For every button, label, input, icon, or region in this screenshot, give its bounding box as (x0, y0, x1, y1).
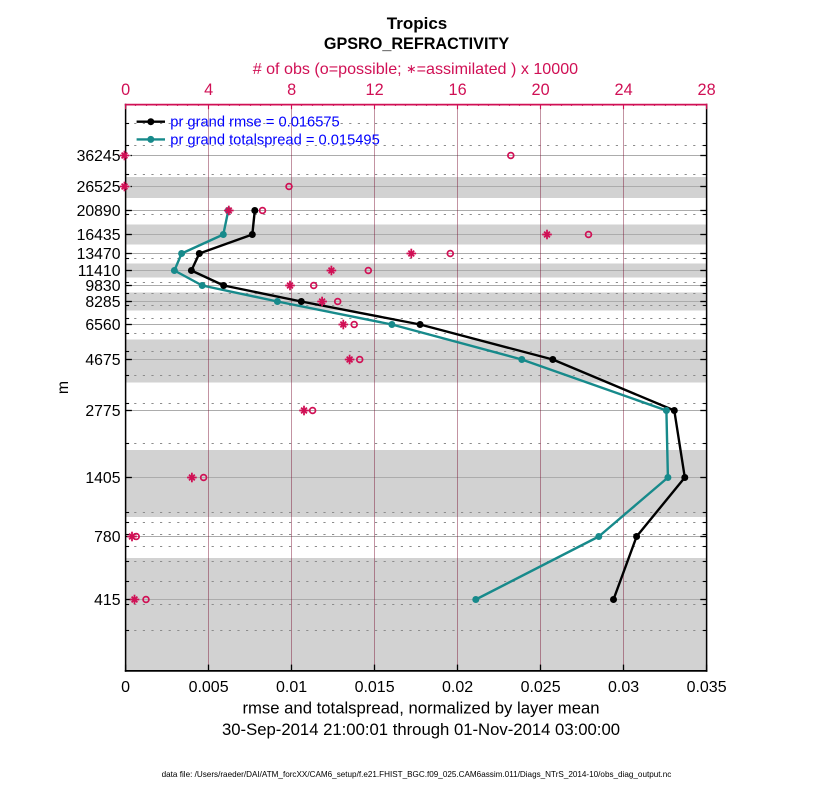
svg-text:36245: 36245 (77, 148, 121, 165)
svg-text:# of obs (o=possible; ∗=assimi: # of obs (o=possible; ∗=assimilated ) x … (253, 60, 578, 78)
svg-text:0.01: 0.01 (276, 679, 307, 696)
svg-text:0.015: 0.015 (355, 679, 395, 696)
svg-text:0.035: 0.035 (687, 679, 727, 696)
svg-text:16: 16 (449, 81, 467, 99)
svg-text:GPSRO_REFRACTIVITY: GPSRO_REFRACTIVITY (324, 35, 509, 53)
svg-text:pr grand totalspread = 0.01549: pr grand totalspread = 0.015495 (170, 132, 379, 148)
svg-text:9830: 9830 (85, 278, 120, 295)
svg-text:0.025: 0.025 (521, 679, 561, 696)
svg-text:0.02: 0.02 (442, 679, 473, 696)
svg-text:26525: 26525 (77, 179, 121, 196)
svg-text:0.005: 0.005 (189, 679, 229, 696)
svg-text:0: 0 (121, 81, 130, 99)
svg-text:8285: 8285 (85, 294, 120, 311)
svg-text:0: 0 (121, 679, 130, 696)
svg-text:13470: 13470 (77, 246, 121, 263)
svg-text:24: 24 (615, 81, 633, 99)
svg-text:12: 12 (366, 81, 384, 99)
svg-text:2775: 2775 (85, 403, 120, 420)
svg-text:4675: 4675 (85, 352, 120, 369)
svg-text:30-Sep-2014 21:00:01 through 0: 30-Sep-2014 21:00:01 through 01-Nov-2014… (222, 720, 620, 739)
svg-text:415: 415 (94, 592, 121, 609)
svg-text:1405: 1405 (85, 470, 120, 487)
svg-text:28: 28 (698, 81, 716, 99)
svg-text:m: m (55, 381, 72, 394)
svg-text:20: 20 (532, 81, 550, 99)
svg-text:11410: 11410 (78, 263, 121, 280)
svg-text:0.03: 0.03 (608, 679, 639, 696)
svg-text:20890: 20890 (77, 203, 121, 220)
svg-text:pr grand rmse = 0.016575: pr grand rmse = 0.016575 (170, 115, 339, 131)
svg-text:Tropics: Tropics (387, 14, 447, 33)
svg-text:rmse and totalspread, normaliz: rmse and totalspread, normalized by laye… (242, 698, 599, 717)
svg-text:data file: /Users/raeder/DAI/A: data file: /Users/raeder/DAI/ATM_forcXX/… (162, 770, 672, 779)
svg-text:16435: 16435 (77, 227, 121, 244)
svg-text:8: 8 (287, 81, 296, 99)
svg-text:780: 780 (94, 529, 121, 546)
svg-text:6560: 6560 (85, 317, 120, 334)
svg-text:4: 4 (204, 81, 213, 99)
